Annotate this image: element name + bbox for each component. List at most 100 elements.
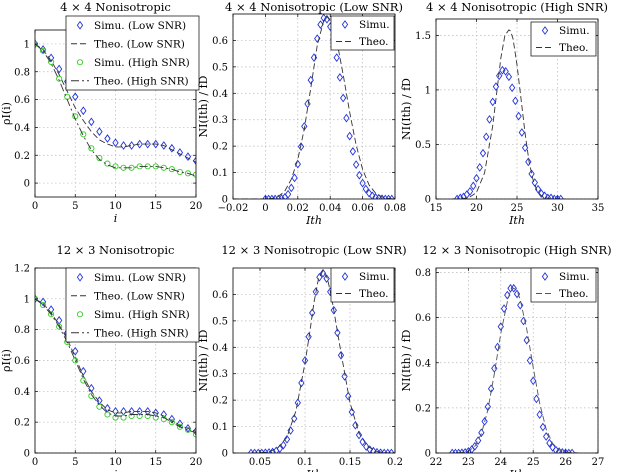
- data-point: [152, 163, 159, 170]
- y-tick-label: 1: [425, 85, 431, 96]
- x-tick-label: 35: [592, 203, 605, 214]
- data-point: [168, 166, 175, 173]
- data-point: [284, 189, 292, 199]
- data-point: [504, 290, 511, 300]
- legend: Simu. (Low SNR) Theo. (Low SNR) Simu. (Hig…: [65, 267, 200, 343]
- data-point: [152, 414, 159, 421]
- y-axis-label: ρI(i): [0, 102, 13, 125]
- data-point: [96, 154, 103, 162]
- data-point: [104, 134, 111, 143]
- data-point: [184, 423, 192, 433]
- plot-frame: [435, 267, 599, 454]
- data-point: [341, 371, 348, 381]
- data-point: [513, 289, 521, 299]
- data-point: [479, 148, 487, 158]
- y-tick-label: 0.4: [14, 123, 30, 134]
- y-tick-label: 0.4: [415, 358, 431, 369]
- legend: Simu. Theo.: [530, 21, 597, 57]
- y-tick-label: 0.5: [212, 62, 228, 73]
- y-tick-label: 0.1: [212, 168, 228, 179]
- data-point: [365, 188, 373, 198]
- data-point: [176, 168, 183, 175]
- legend-label: Simu.: [559, 271, 590, 283]
- series-line-1: [448, 287, 579, 453]
- data-point: [184, 152, 192, 162]
- legend-label: Simu. (High SNR): [94, 309, 190, 321]
- y-tick-label: 0: [222, 449, 228, 460]
- chart-title: 12 × 3 Nonisotropic: [57, 243, 175, 257]
- data-point: [144, 139, 151, 149]
- x-tick-label: 20: [190, 457, 203, 468]
- data-point: [528, 169, 535, 179]
- y-tick-label: 0.6: [14, 356, 30, 367]
- x-tick-label: 5: [72, 457, 78, 468]
- data-point: [280, 440, 287, 450]
- data-point: [510, 283, 517, 293]
- y-tick-label: 0.1: [212, 422, 228, 433]
- data-point: [275, 194, 282, 199]
- legend: Simu. (Low SNR) Theo. (Low SNR) Simu. (Hig…: [65, 15, 200, 91]
- y-axis-label: NI(Ith) / fD: [197, 329, 210, 391]
- legend-label: Simu.: [359, 271, 390, 283]
- x-tick-label: 25: [527, 457, 540, 468]
- data-point: [352, 420, 359, 430]
- data-point: [470, 181, 477, 191]
- data-point: [176, 148, 184, 157]
- data-point: [494, 342, 501, 352]
- data-point: [343, 113, 350, 123]
- data-point: [144, 412, 151, 420]
- data-point: [112, 414, 119, 421]
- data-point: [136, 412, 143, 420]
- data-point: [80, 131, 87, 138]
- data-point: [474, 436, 482, 445]
- data-point: [307, 75, 314, 85]
- data-point: [471, 441, 479, 451]
- chart-panel: 0 5 10 15 20 0 0.2 0.4 0.6 0.8 1 1.2 12 × 3 Nonisotr…: [0, 243, 202, 472]
- legend-box: [530, 21, 597, 57]
- chart-panel: 15 20 25 30 35 0 0.5 1 1.5 4 × 4 Nonisotropic (Hi…: [400, 0, 608, 227]
- data-point: [525, 157, 532, 167]
- data-point: [549, 442, 556, 452]
- data-point: [349, 147, 357, 156]
- x-axis-label: i: [114, 468, 118, 472]
- data-point: [88, 117, 95, 127]
- data-point: [176, 423, 183, 430]
- data-point: [128, 407, 135, 416]
- legend-label: Theo. (Low SNR): [94, 290, 185, 302]
- y-tick-label: 0.8: [14, 325, 30, 336]
- data-point: [500, 304, 508, 313]
- chart-panel: 22 23 24 25 26 27 0 0.2 0.4 0.6 0.8 12 × 3 Nonisotr…: [400, 243, 612, 472]
- data-point: [39, 297, 47, 307]
- y-tick-label: 0.4: [212, 343, 228, 354]
- data-point: [88, 392, 95, 400]
- y-tick-label: 0.3: [212, 369, 228, 380]
- y-tick-label: 0.6: [14, 95, 30, 106]
- x-tick-label: 0: [32, 457, 38, 468]
- data-point: [362, 184, 369, 194]
- data-point: [168, 419, 175, 426]
- data-point: [466, 186, 474, 196]
- data-point: [298, 378, 305, 388]
- data-point: [297, 142, 305, 152]
- x-tick-label: 20: [190, 201, 203, 212]
- y-tick-label: 0.8: [415, 268, 431, 279]
- chart-title: 4 × 4 Nonisotropic: [60, 0, 171, 14]
- data-point: [144, 407, 151, 416]
- x-tick-label: 23: [462, 457, 475, 468]
- legend-swatch-marker: [541, 26, 549, 35]
- data-point: [388, 448, 395, 453]
- y-tick-label: 0.4: [212, 89, 228, 100]
- y-tick-label: 0.8: [14, 67, 30, 78]
- data-point: [96, 403, 103, 410]
- data-point: [160, 141, 167, 150]
- data-point: [486, 114, 493, 124]
- data-point: [56, 75, 63, 82]
- data-point: [55, 316, 63, 325]
- data-point: [346, 131, 353, 141]
- plot-data: [452, 29, 566, 199]
- data-point: [96, 127, 103, 136]
- legend-box: [530, 267, 597, 303]
- series-line-1: [452, 29, 566, 199]
- data-point: [152, 139, 159, 149]
